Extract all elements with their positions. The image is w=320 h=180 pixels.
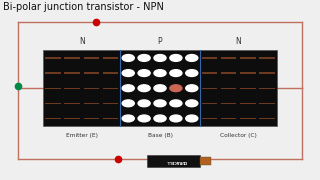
Circle shape	[122, 115, 134, 122]
Bar	[84, 87, 99, 89]
Circle shape	[186, 70, 198, 76]
Circle shape	[170, 70, 182, 76]
Circle shape	[154, 55, 166, 61]
Text: N: N	[79, 37, 84, 46]
Bar	[103, 87, 118, 89]
Bar	[260, 72, 275, 74]
Text: P: P	[158, 37, 162, 46]
Circle shape	[154, 85, 166, 92]
Bar	[202, 87, 217, 89]
Circle shape	[138, 115, 150, 122]
Bar	[64, 72, 80, 74]
Bar	[240, 72, 256, 74]
Circle shape	[154, 70, 166, 76]
Bar	[45, 103, 60, 104]
Text: N: N	[236, 37, 241, 46]
Bar	[64, 57, 80, 59]
Circle shape	[170, 55, 182, 61]
Text: DURACELL: DURACELL	[166, 159, 186, 163]
Bar	[202, 72, 217, 74]
Bar	[221, 57, 236, 59]
Bar	[45, 72, 60, 74]
Bar	[221, 72, 236, 74]
Bar	[147, 155, 200, 167]
Bar	[84, 118, 99, 119]
Circle shape	[122, 100, 134, 107]
Bar	[103, 72, 118, 74]
Circle shape	[122, 85, 134, 92]
Bar	[240, 103, 256, 104]
Bar	[202, 103, 217, 104]
Bar	[103, 57, 118, 59]
Circle shape	[154, 115, 166, 122]
Bar	[202, 57, 217, 59]
Bar	[260, 103, 275, 104]
Bar	[64, 118, 80, 119]
Bar	[45, 57, 60, 59]
Bar	[260, 57, 275, 59]
Circle shape	[138, 100, 150, 107]
Circle shape	[170, 100, 182, 107]
Bar	[43, 50, 277, 126]
Text: Bi-polar junction transistor - NPN: Bi-polar junction transistor - NPN	[3, 2, 164, 12]
Bar	[260, 118, 275, 119]
Circle shape	[138, 55, 150, 61]
Circle shape	[170, 85, 182, 92]
Bar	[221, 103, 236, 104]
Circle shape	[122, 55, 134, 61]
Bar	[103, 118, 118, 119]
Bar	[200, 157, 211, 165]
Circle shape	[186, 85, 198, 92]
Circle shape	[138, 70, 150, 76]
Bar	[84, 103, 99, 104]
Bar	[84, 72, 99, 74]
Circle shape	[186, 115, 198, 122]
Circle shape	[122, 70, 134, 76]
Circle shape	[138, 85, 150, 92]
Circle shape	[170, 115, 182, 122]
Bar	[240, 118, 256, 119]
Bar	[64, 87, 80, 89]
Circle shape	[154, 100, 166, 107]
Bar	[45, 118, 60, 119]
Bar	[240, 57, 256, 59]
Bar	[202, 118, 217, 119]
Text: Emitter (E): Emitter (E)	[66, 133, 98, 138]
Circle shape	[186, 100, 198, 107]
Bar	[64, 103, 80, 104]
Bar	[45, 87, 60, 89]
Bar	[221, 87, 236, 89]
Bar	[103, 103, 118, 104]
Bar	[240, 87, 256, 89]
Bar	[260, 87, 275, 89]
Bar	[221, 118, 236, 119]
Circle shape	[186, 55, 198, 61]
Bar	[84, 57, 99, 59]
Text: Collector (C): Collector (C)	[220, 133, 257, 138]
Text: Base (B): Base (B)	[148, 133, 172, 138]
